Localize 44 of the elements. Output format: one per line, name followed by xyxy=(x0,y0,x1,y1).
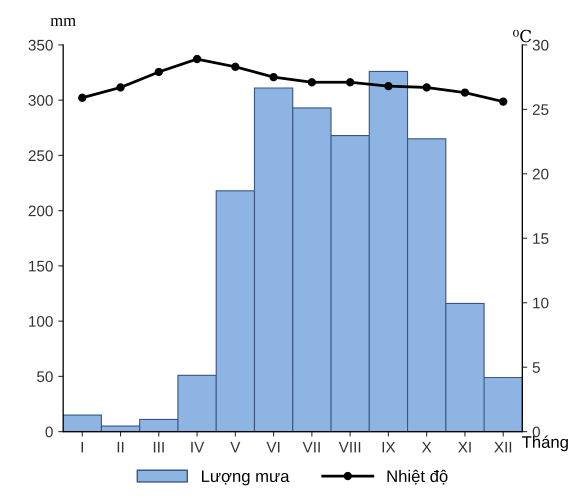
x-tick-label: III xyxy=(154,442,164,452)
x-tick-label: II xyxy=(118,442,124,452)
point xyxy=(384,82,393,90)
x-tick-label: X xyxy=(422,442,432,452)
point xyxy=(308,78,316,86)
y2-axis-title: ⁰C xyxy=(513,30,532,42)
x-tick-label: VII xyxy=(302,442,320,452)
y-tick-label: 100 xyxy=(29,316,53,327)
x-tick-label: XI xyxy=(458,442,471,452)
x-axis-title: Tháng xyxy=(522,436,568,452)
y2-tick-label: 0 xyxy=(532,426,540,438)
y2-tick-label: 10 xyxy=(533,298,548,308)
y2-tick-label: 15 xyxy=(533,233,548,244)
point xyxy=(154,68,163,76)
x-tick-label: XII xyxy=(494,442,512,452)
point xyxy=(116,83,125,92)
legend-label: Lượng mưa xyxy=(202,470,290,486)
point xyxy=(499,97,508,106)
y2-tick-label: 20 xyxy=(532,168,548,180)
point xyxy=(422,83,431,92)
point xyxy=(346,78,354,86)
legend-label: Nhiệt độ xyxy=(387,470,448,484)
x-tick-label: VI xyxy=(266,442,280,452)
y-axis-title: mm xyxy=(50,18,76,26)
x-tick-label: IV xyxy=(191,442,204,452)
y-tick-label: 0 xyxy=(46,426,53,438)
y2-tick-label: 5 xyxy=(532,362,540,373)
point xyxy=(231,62,240,71)
y-tick-label: 350 xyxy=(28,40,53,51)
y-tick-label: 50 xyxy=(37,371,53,382)
x-tick-label: IX xyxy=(382,442,396,452)
x-tick-label: I xyxy=(82,442,83,452)
point xyxy=(192,54,202,64)
y-tick-label: 250 xyxy=(28,150,53,162)
x-tick-label: VIII xyxy=(338,442,360,452)
point xyxy=(460,88,470,97)
y-tick-label: 150 xyxy=(29,260,53,272)
y2-tick-label: 25 xyxy=(532,104,548,116)
point xyxy=(269,72,278,82)
point xyxy=(78,94,86,102)
y-tick-label: 300 xyxy=(28,95,53,106)
y2-tick-label: 30 xyxy=(532,40,548,51)
x-tick-label: V xyxy=(230,442,240,452)
y-tick-label: 200 xyxy=(28,206,53,216)
